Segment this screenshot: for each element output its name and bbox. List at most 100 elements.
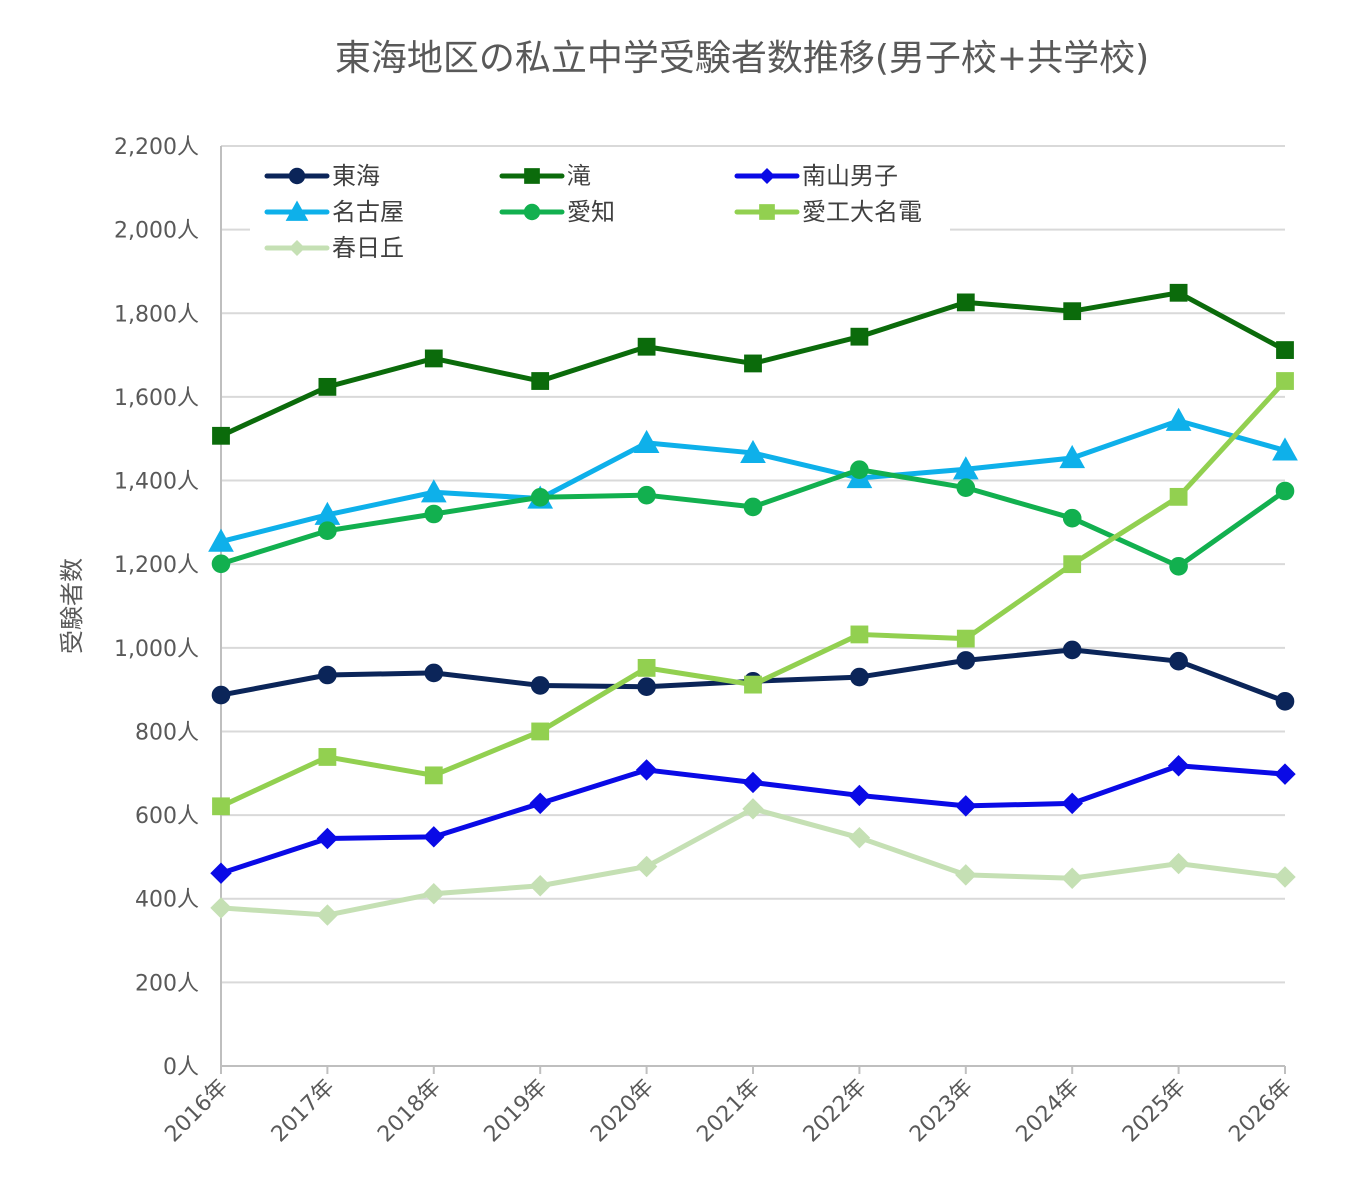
data-point [1061, 867, 1083, 889]
data-point [208, 528, 234, 552]
data-point [211, 685, 231, 705]
legend-label: 滝 [567, 162, 591, 190]
x-tick-label: 2018年 [373, 1075, 446, 1148]
x-tick-label: 2025年 [1118, 1075, 1191, 1148]
data-point [956, 629, 975, 648]
y-tick-label: 800人 [135, 720, 199, 745]
series-0 [211, 640, 1295, 711]
data-point [1061, 792, 1083, 815]
legend-entry: 春日丘 [264, 234, 404, 262]
data-point [420, 479, 447, 503]
legend-entry: 愛工大名電 [734, 198, 922, 226]
data-point [850, 460, 869, 479]
legend-label: 春日丘 [332, 234, 404, 262]
x-tick-label: 2021年 [692, 1075, 765, 1148]
legend-swatch-marker [759, 204, 775, 220]
y-tick-label: 2,000人 [114, 219, 199, 244]
series-6 [210, 798, 1296, 926]
data-point [211, 554, 231, 574]
series-line [218, 467, 1288, 569]
data-point [1062, 640, 1082, 660]
data-point [743, 497, 763, 517]
x-tick-label: 2016年 [160, 1075, 233, 1148]
legend-swatch-marker [288, 167, 306, 185]
data-point [1063, 555, 1082, 574]
data-point [530, 676, 550, 695]
data-point [635, 855, 658, 878]
series-2 [210, 755, 1296, 884]
data-point [424, 504, 444, 524]
data-point [1167, 852, 1190, 875]
legend-swatch-marker [524, 168, 540, 184]
data-point [1169, 283, 1188, 302]
data-point [850, 327, 869, 346]
series-1 [212, 283, 1294, 445]
data-point [1275, 692, 1295, 711]
legend-label: 名古屋 [332, 198, 404, 226]
data-point [318, 521, 337, 541]
data-point [956, 293, 975, 312]
data-point [316, 827, 339, 850]
data-point [744, 354, 762, 373]
data-point [1274, 763, 1296, 785]
data-point [212, 797, 230, 816]
data-point [850, 667, 869, 687]
y-tick-label: 600人 [135, 804, 199, 829]
series-4 [211, 460, 1295, 576]
x-tick-label: 2026年 [1224, 1075, 1297, 1148]
data-point [848, 826, 871, 849]
data-point [210, 862, 232, 884]
data-point [635, 759, 658, 781]
legend-entry: 愛知 [499, 198, 615, 226]
data-point [1169, 651, 1188, 671]
data-point [1059, 444, 1086, 469]
data-point [744, 675, 762, 694]
y-tick-label: 2,200人 [114, 135, 199, 160]
chart-title: 東海地区の私立中学受験者数推移(男子校+共学校) [335, 38, 1149, 79]
legend-label: 愛知 [567, 198, 615, 226]
y-tick-label: 1,200人 [114, 553, 199, 578]
data-point [1167, 755, 1190, 777]
data-point [318, 748, 337, 766]
data-point [742, 771, 764, 794]
data-point [1272, 437, 1298, 461]
data-point [740, 439, 766, 464]
data-point [316, 904, 339, 926]
data-point [1275, 481, 1295, 501]
x-tick-label: 2019年 [480, 1075, 553, 1148]
legend-label: 東海 [332, 162, 380, 190]
data-point [424, 663, 444, 683]
data-point [637, 677, 656, 697]
data-point [530, 487, 550, 507]
legend-swatch-marker [285, 200, 309, 221]
data-point [318, 377, 337, 396]
y-tick-label: 200人 [135, 971, 199, 996]
data-point [1165, 407, 1192, 431]
data-point [212, 426, 230, 445]
data-point [529, 792, 551, 815]
y-tick-label: 1,400人 [114, 470, 199, 495]
data-point [633, 429, 660, 454]
data-point [210, 897, 232, 919]
data-point [848, 784, 871, 807]
legend-entry: 南山男子 [734, 162, 898, 190]
data-point [637, 485, 656, 505]
data-point [423, 883, 445, 905]
data-point [1062, 508, 1082, 528]
y-axis-label: 受験者数 [58, 558, 86, 654]
data-point [1276, 341, 1294, 359]
data-point [850, 625, 869, 644]
data-point [424, 766, 443, 785]
legend-label: 愛工大名電 [802, 198, 922, 226]
data-point [1063, 302, 1082, 321]
data-point [1169, 487, 1188, 506]
data-point [637, 337, 656, 356]
series-group [208, 283, 1298, 926]
y-tick-label: 1,600人 [114, 386, 199, 411]
x-tick-label: 2024年 [1012, 1075, 1085, 1148]
x-tick-label: 2022年 [799, 1075, 872, 1148]
data-point [529, 875, 551, 897]
y-tick-label: 0人 [163, 1055, 199, 1080]
